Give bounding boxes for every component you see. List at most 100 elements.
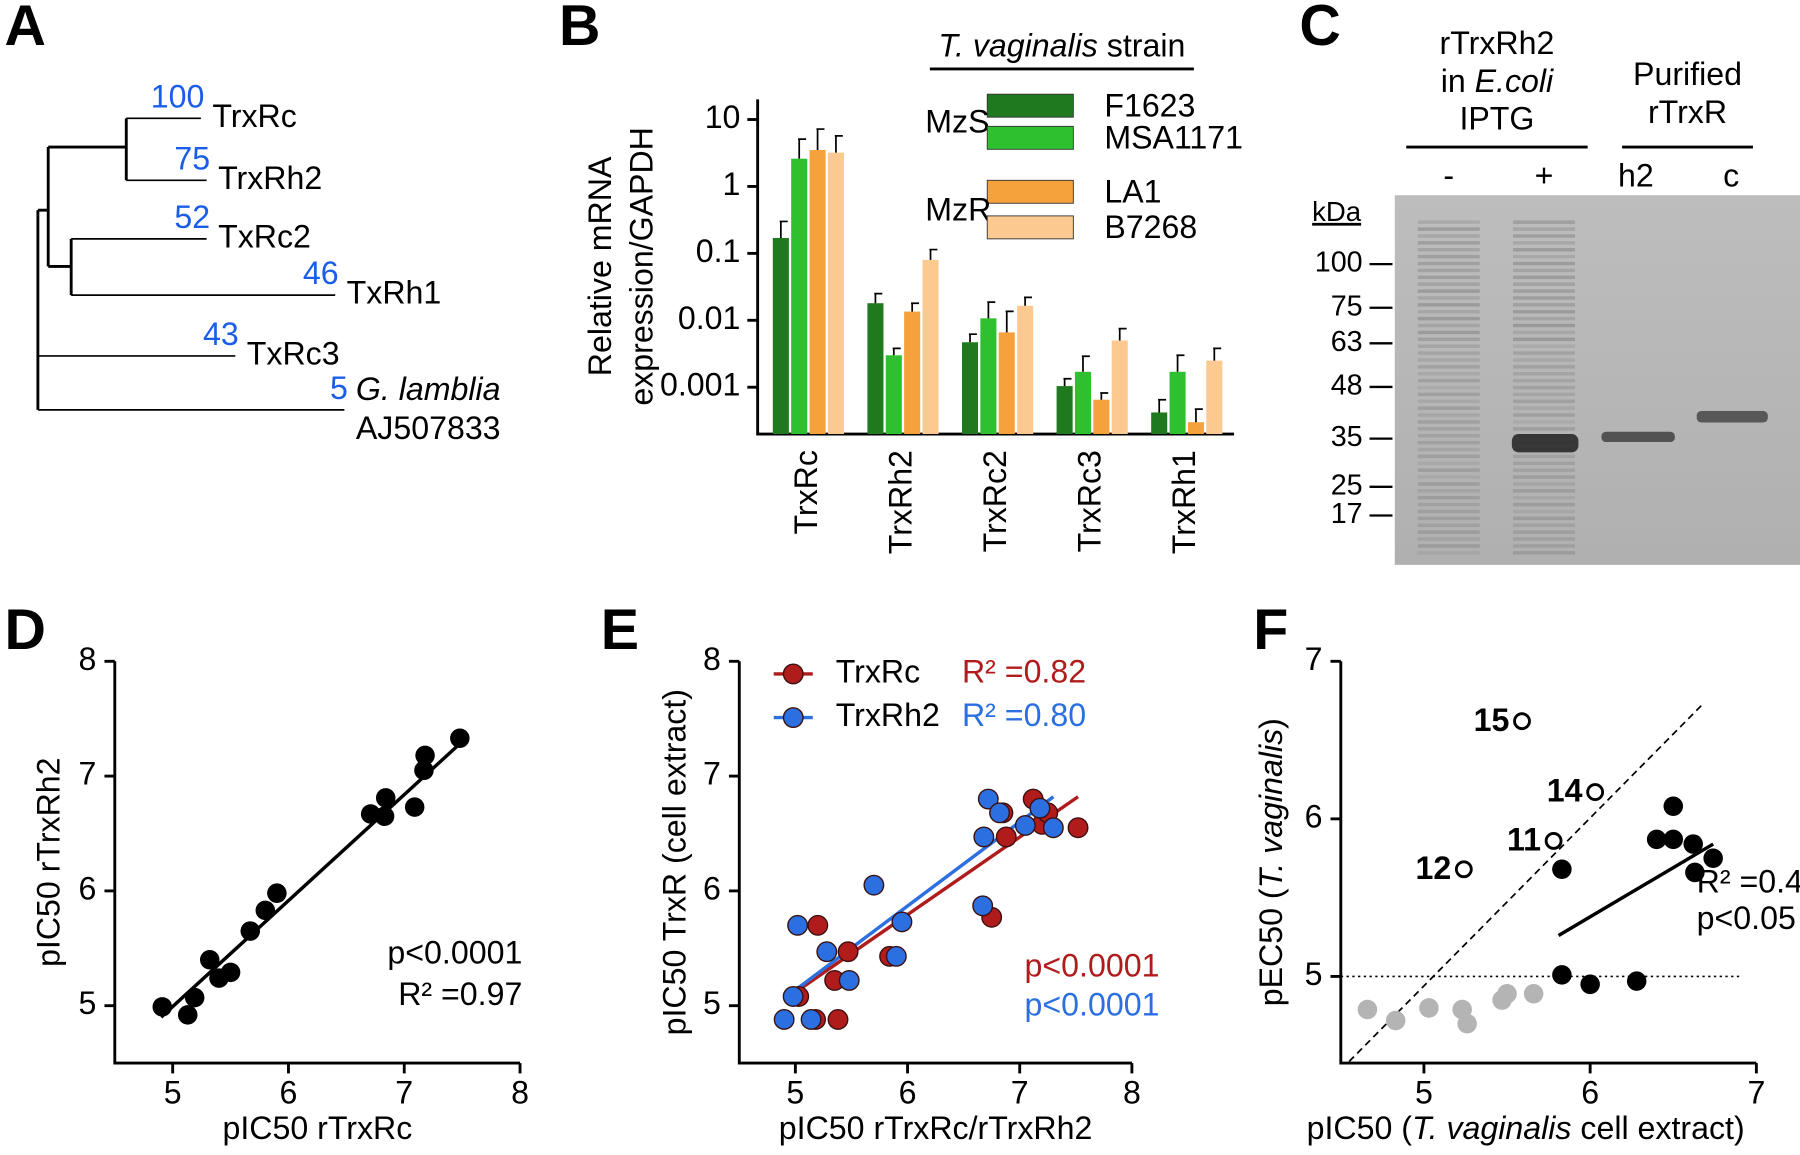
error-bar	[968, 333, 977, 343]
y-tick-label: 0.001	[660, 367, 740, 403]
bootstrap-value: 5	[330, 370, 348, 406]
legend-r2: R² =0.80	[962, 697, 1086, 733]
axis-lines	[1339, 661, 1757, 1065]
bar	[1111, 340, 1128, 435]
annotation: p<0.0001	[387, 935, 522, 971]
x-tick-label: 5	[1415, 1075, 1433, 1111]
bar	[1074, 371, 1092, 435]
gel-band	[1417, 475, 1480, 479]
data-point	[1042, 817, 1064, 839]
gel-band	[1513, 482, 1575, 486]
error-bar	[911, 302, 920, 312]
bar	[1056, 386, 1073, 435]
y-axis-label-part: )	[1254, 718, 1290, 729]
leaf-label: TxRc3	[247, 335, 340, 371]
gel-band	[1513, 516, 1575, 521]
annotation: p<0.0001	[1025, 947, 1160, 983]
gel-band	[1513, 303, 1575, 307]
legend-marker	[782, 663, 804, 685]
panel-letter: C	[1299, 0, 1340, 58]
legend-title: T. vaginalis strain	[938, 28, 1185, 64]
gel-band	[1513, 385, 1575, 390]
gel-band	[1417, 316, 1480, 321]
panel-letter: D	[5, 598, 46, 662]
gel-band	[1417, 509, 1480, 514]
x-tick-label: 8	[511, 1075, 529, 1111]
bootstrap-value: 100	[151, 78, 205, 114]
gel-band	[1417, 530, 1480, 534]
data-point	[1067, 817, 1089, 839]
error-bar	[798, 138, 807, 159]
error-bar	[1158, 398, 1167, 413]
data-point	[1586, 783, 1605, 801]
error-bar	[1023, 296, 1033, 306]
legend-label: TrxRh2	[836, 697, 940, 733]
y-tick-label: 10	[705, 99, 741, 135]
bar	[922, 259, 939, 435]
annotation: p<0.05	[1697, 900, 1796, 936]
data-point	[1544, 832, 1563, 850]
legend-label: B7268	[1104, 209, 1197, 245]
point-label: 15	[1474, 702, 1510, 738]
legend-swatch	[986, 179, 1074, 204]
gel-band	[1417, 303, 1480, 307]
data-point	[374, 806, 395, 827]
gel-band	[1513, 406, 1575, 410]
y-axis-label: expression/GAPDH	[623, 127, 659, 406]
data-point	[255, 900, 276, 921]
data-point	[773, 1009, 795, 1030]
x-tick-label: 7	[1747, 1075, 1765, 1111]
x-tick-label: TrxRc2	[977, 450, 1013, 552]
lane-label: +	[1535, 157, 1554, 193]
gel-band	[1513, 427, 1575, 431]
gel-header-part: IPTG	[1459, 101, 1534, 137]
gel-band	[1417, 482, 1480, 486]
y-axis-label: Relative mRNA	[582, 156, 618, 376]
gel-band	[1696, 411, 1768, 423]
gel-band	[1417, 296, 1480, 300]
error-bar	[892, 347, 901, 356]
gel-band	[1511, 434, 1579, 453]
annotation: R² =0.40	[1697, 863, 1800, 899]
gel-header-part: rTrxRh2	[1440, 25, 1555, 61]
legend-label: MSA1171	[1104, 120, 1243, 156]
gel-band	[1417, 358, 1480, 362]
error-bar	[1081, 355, 1090, 372]
data-point	[885, 945, 907, 967]
y-tick-label: 7	[1305, 641, 1323, 677]
gel-band	[1513, 392, 1575, 397]
y-tick-label: 5	[1305, 956, 1323, 992]
data-point	[863, 874, 885, 896]
gel-band	[1513, 551, 1575, 555]
y-tick-label: 6	[79, 870, 97, 906]
marker-label: 48	[1331, 370, 1363, 402]
x-tick-label: 7	[1011, 1075, 1029, 1111]
panel-letter: F	[1253, 598, 1288, 662]
gel-band	[1417, 427, 1480, 431]
x-tick-label: 6	[280, 1075, 298, 1111]
gel-band	[1417, 413, 1480, 417]
error-bar	[779, 220, 788, 238]
x-tick-label: 6	[1581, 1075, 1599, 1111]
data-point	[837, 941, 859, 963]
gel-band	[1417, 351, 1480, 355]
bootstrap-value: 52	[174, 199, 210, 235]
gel-band	[1513, 220, 1575, 224]
data-point	[177, 1005, 198, 1025]
y-axis-label: pEC50 (T. vaginalis)	[1254, 718, 1290, 1006]
data-point	[1703, 848, 1723, 869]
gel-band	[1417, 461, 1480, 465]
gel-band	[1417, 289, 1480, 293]
leaf-label: TxRc2	[218, 218, 311, 254]
gel-band	[1417, 392, 1480, 397]
gel-band	[1417, 434, 1480, 438]
gel-band	[1417, 241, 1480, 245]
gel-band	[1513, 227, 1575, 231]
data-point	[800, 1009, 822, 1030]
data-point	[838, 969, 860, 991]
x-axis-label: pIC50 rTrxRc	[223, 1110, 413, 1146]
data-point	[1357, 999, 1378, 1020]
gel-band	[1513, 523, 1575, 527]
gel-band	[1513, 248, 1575, 252]
bootstrap-value: 75	[174, 140, 210, 176]
